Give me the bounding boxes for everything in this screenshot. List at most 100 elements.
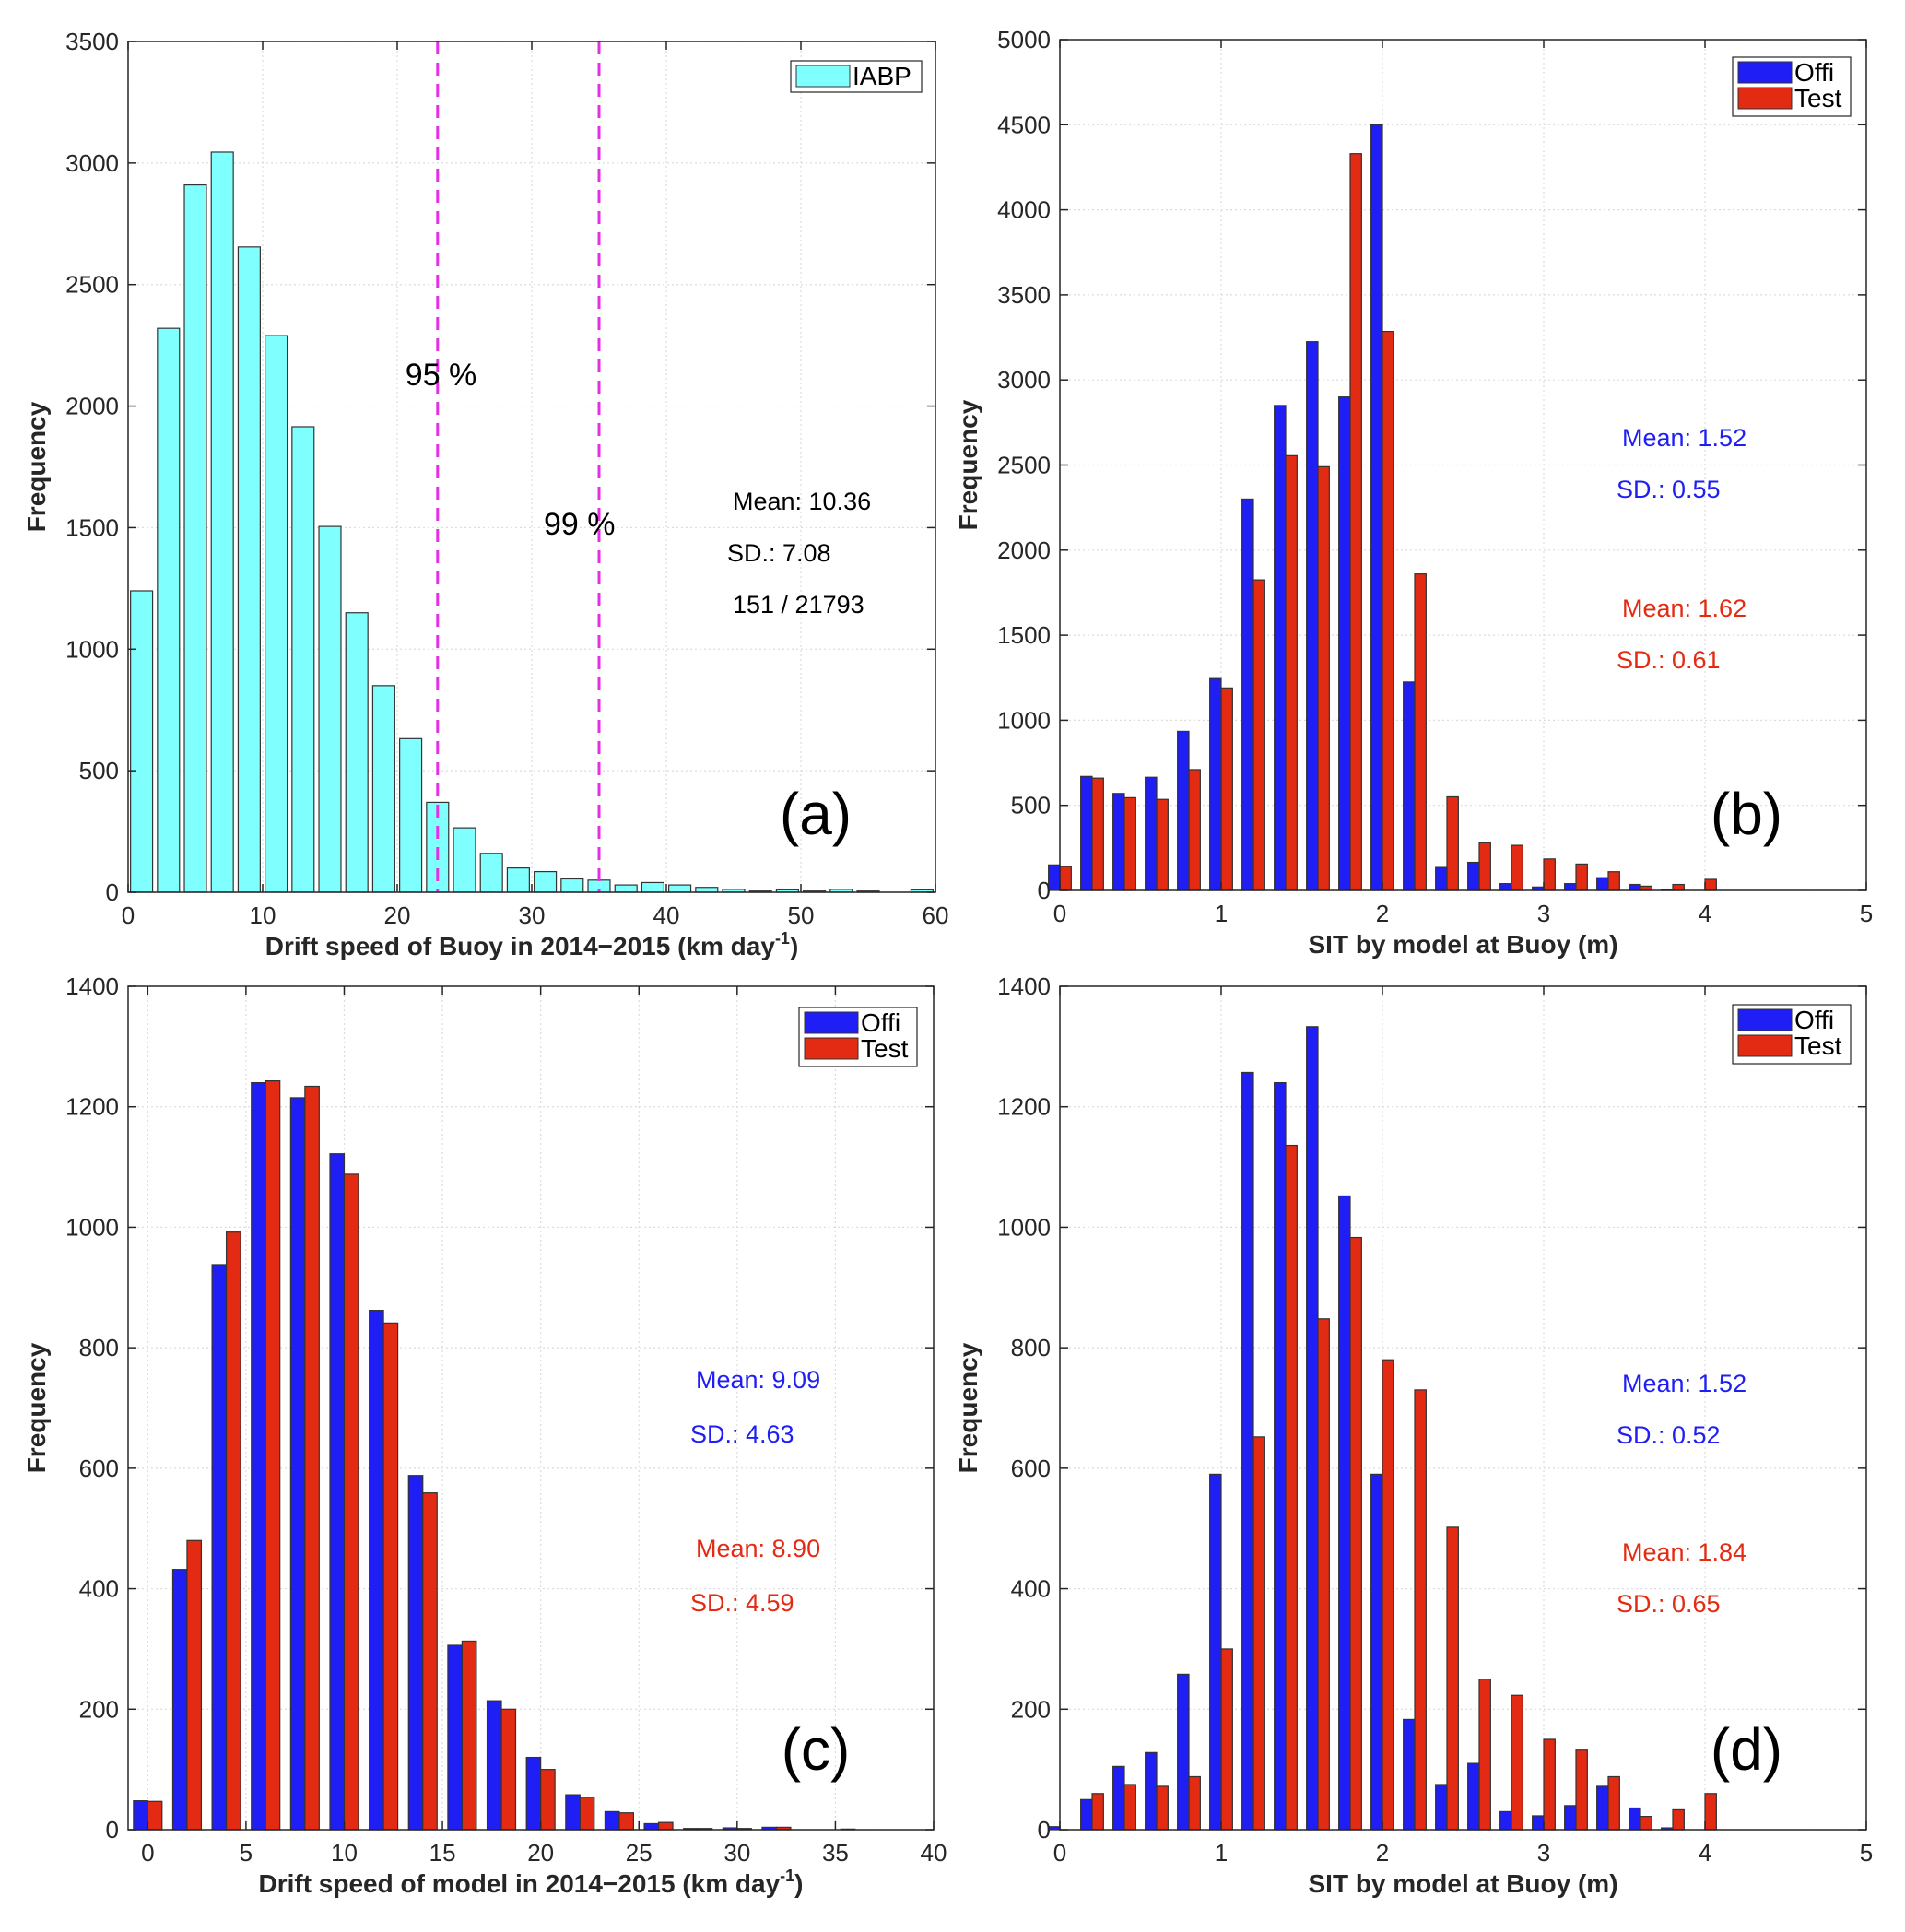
bar-test [1575, 1749, 1588, 1831]
bar-offi [1306, 1026, 1319, 1831]
stat-annotation: SD.: 4.59 [690, 1589, 794, 1617]
bar-offi [1564, 1805, 1577, 1831]
ytick-label: 500 [79, 757, 119, 784]
ytick-label: 2000 [997, 536, 1051, 564]
ytick-label: 4000 [997, 196, 1051, 224]
legend-label-offi: Offi [861, 1008, 900, 1037]
bar-offi [1145, 776, 1158, 891]
bar-offi [1467, 1762, 1480, 1831]
bar-test [1478, 1679, 1491, 1831]
bar-iabp [318, 525, 342, 893]
bar-iabp [399, 737, 423, 893]
bar-offi [1370, 1473, 1383, 1831]
bar-iabp [614, 884, 638, 893]
xtick-label: 10 [331, 1839, 358, 1867]
bar-offi [1403, 1718, 1416, 1831]
xtick-label: 30 [519, 901, 546, 929]
bar-offi [1467, 861, 1480, 891]
bar-test [1188, 769, 1201, 891]
x-axis-label-tail: ) [794, 1869, 803, 1898]
panel-b: 0 500 1000 1500 2000 2500 3000 3500 4000 4500 5000… [954, 26, 1873, 959]
bar-iabp [130, 590, 154, 893]
ytick-label: 200 [1011, 1695, 1051, 1723]
bar-test [1640, 1816, 1652, 1831]
bar-test [1382, 1359, 1394, 1831]
legend-label-test: Test [1794, 84, 1842, 112]
bar-offi [369, 1310, 384, 1831]
xtick-label: 5 [240, 1839, 253, 1867]
xtick-label: 5 [1860, 900, 1873, 927]
legend-swatch-test [1737, 87, 1793, 110]
bar-iabp [534, 870, 558, 893]
percentile-label: 99 % [544, 507, 616, 542]
xtick-label: 60 [923, 901, 949, 929]
x-axis-label-text: SIT by model at Buoy (m) [1308, 930, 1617, 959]
axes-box [1059, 985, 1867, 1831]
bar-offi [1177, 1673, 1190, 1831]
percentile-label: 95 % [406, 358, 477, 393]
bar-iabp [210, 151, 234, 893]
bar-test [1704, 1793, 1717, 1831]
xtick-label: 0 [141, 1839, 154, 1867]
bar-test [1156, 1785, 1169, 1831]
stat-annotation: Mean: 8.90 [696, 1535, 820, 1562]
x-axis-label-text: SIT by model at Buoy (m) [1308, 1869, 1617, 1898]
bar-test [265, 1080, 281, 1831]
bar-offi [1080, 775, 1093, 891]
xtick-label: 0 [1053, 900, 1066, 927]
bar-test [1156, 798, 1169, 891]
xtick-label: 10 [250, 901, 276, 929]
stat-annotation: SD.: 0.61 [1617, 646, 1721, 674]
bar-iabp [560, 878, 584, 893]
axes-box [127, 985, 935, 1831]
x-axis-label-text: Drift speed of model in 2014−2015 (km da… [258, 1869, 780, 1898]
xtick-label: 4 [1699, 1839, 1711, 1867]
xtick-label: 3 [1537, 1839, 1550, 1867]
y-axis-label: Frequency [954, 399, 982, 530]
bar-offi [1499, 883, 1512, 891]
legend-label-test: Test [1794, 1031, 1842, 1060]
xtick-label: 20 [384, 901, 411, 929]
ytick-label: 1400 [65, 972, 119, 1000]
ytick-label: 500 [1011, 792, 1051, 819]
xtick-label: 1 [1215, 1839, 1228, 1867]
bar-offi [1274, 1081, 1287, 1831]
bar-offi [1338, 396, 1351, 891]
stat-annotation: Mean: 1.52 [1622, 424, 1746, 452]
stat-annotation: Mean: 1.52 [1622, 1370, 1746, 1397]
ytick-label: 1400 [997, 972, 1051, 1000]
ytick-label: 1000 [65, 635, 119, 663]
bar-test [1252, 1436, 1265, 1831]
ytick-label: 600 [1011, 1455, 1051, 1482]
bar-test [1607, 871, 1620, 891]
bar-iabp [641, 881, 664, 893]
bar-test [1607, 1775, 1620, 1831]
bar-offi [447, 1644, 463, 1831]
ytick-label: 1000 [65, 1213, 119, 1241]
ytick-label: 800 [79, 1334, 119, 1361]
bar-offi [1629, 1807, 1641, 1831]
ytick-label: 2500 [65, 271, 119, 299]
y-axis-label: Frequency [954, 1342, 982, 1473]
bar-iabp [291, 426, 315, 893]
y-axis-label: Frequency [22, 1342, 51, 1473]
bar-offi [1241, 1071, 1254, 1831]
bar-test [1091, 1793, 1104, 1831]
xtick-label: 30 [723, 1839, 750, 1867]
bar-offi [1403, 681, 1416, 891]
legend-label-offi: Offi [1794, 58, 1834, 87]
x-axis-label: Drift speed of Buoy in 2014−2015 (km day… [265, 929, 799, 960]
legend-label-offi: Offi [1794, 1006, 1834, 1034]
bar-test [1672, 1808, 1685, 1831]
legend: IABP [790, 60, 923, 93]
legend-label-test: Test [861, 1034, 909, 1063]
bar-offi [1532, 1815, 1545, 1831]
xtick-label: 4 [1699, 900, 1711, 927]
x-axis-label: Drift speed of model in 2014−2015 (km da… [258, 1867, 803, 1898]
x-axis-label-text: Drift speed of Buoy in 2014−2015 (km day [265, 932, 776, 960]
ytick-label: 1200 [997, 1093, 1051, 1121]
plot-area [128, 986, 934, 1830]
